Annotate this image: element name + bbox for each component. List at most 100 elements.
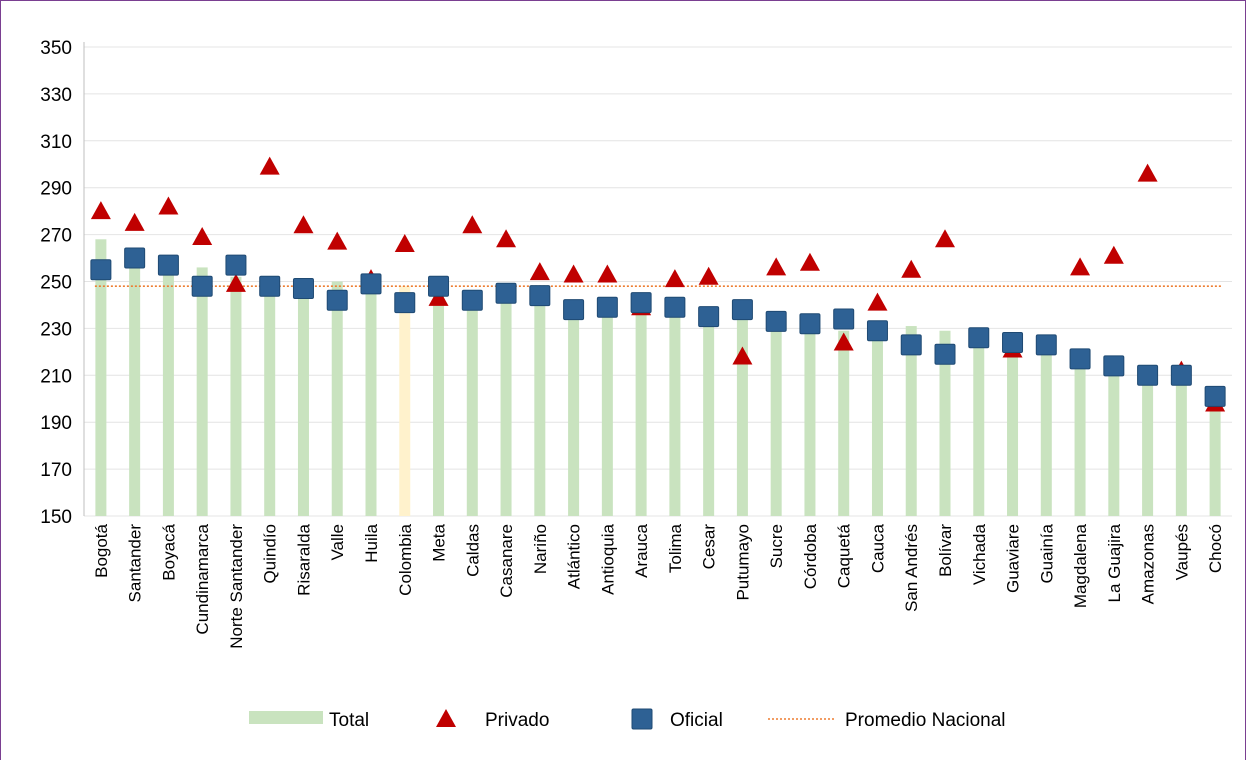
- bar-total: [331, 281, 343, 516]
- oficial-point: [326, 289, 348, 311]
- privado-point: [664, 269, 685, 288]
- oficial-point: [563, 299, 585, 321]
- bar-total: [365, 281, 377, 516]
- oficial-point: [529, 285, 551, 307]
- privado-point: [867, 292, 888, 311]
- privado-point: [597, 264, 618, 283]
- category-label: Córdoba: [801, 523, 820, 589]
- bar-total: [162, 262, 174, 516]
- bar-total: [129, 253, 141, 517]
- category-label: San Andrés: [902, 524, 921, 612]
- bar-total: [196, 267, 208, 516]
- y-tick-label: 230: [40, 319, 72, 340]
- total-bars: [95, 239, 1221, 517]
- oficial-point: [1002, 331, 1024, 353]
- y-tick-label: 270: [40, 226, 72, 247]
- oficial-point: [191, 275, 213, 297]
- category-label: Putumayo: [733, 524, 752, 601]
- oficial-point: [799, 313, 821, 335]
- bar-total: [466, 290, 478, 516]
- privado-point: [1103, 245, 1124, 264]
- oficial-point: [900, 334, 922, 356]
- privado-point: [462, 215, 483, 234]
- oficial-point: [360, 273, 382, 295]
- privado-point: [327, 231, 348, 250]
- category-label: Risaralda: [294, 523, 313, 595]
- privado-point: [293, 215, 314, 234]
- bar-total: [770, 323, 782, 516]
- privado-point: [1070, 257, 1091, 276]
- privado-point: [529, 262, 550, 281]
- privado-point: [563, 264, 584, 283]
- oficial-point: [124, 247, 146, 269]
- bar-total: [973, 337, 985, 516]
- category-label: Cauca: [868, 523, 887, 573]
- y-tick-label: 210: [40, 366, 72, 387]
- bar-total: [534, 297, 546, 516]
- bar-total: [1108, 365, 1120, 516]
- bar-total: [1007, 342, 1019, 516]
- oficial-point: [596, 296, 618, 318]
- bar-total: [905, 326, 917, 516]
- oficial-point: [968, 327, 990, 349]
- bar-total: [500, 293, 512, 516]
- privado-point: [799, 252, 820, 271]
- oficial-point: [1035, 334, 1057, 356]
- category-label: Casanare: [497, 524, 516, 598]
- bar-total: [1142, 377, 1154, 516]
- category-label: Norte Santander: [227, 524, 246, 649]
- bar-total: [230, 276, 242, 516]
- bar-total: [1040, 347, 1052, 516]
- oficial-point: [157, 254, 179, 276]
- oficial-point: [225, 254, 247, 276]
- oficial-point: [90, 259, 112, 281]
- bar-total: [95, 239, 107, 517]
- category-label: Amazonas: [1139, 524, 1158, 604]
- bar-total: [838, 330, 850, 516]
- category-label: Guainía: [1037, 523, 1056, 583]
- privado-point: [124, 212, 145, 231]
- legend-swatch-total: [249, 711, 323, 724]
- y-tick-label: 310: [40, 132, 72, 153]
- bar-total: [669, 311, 681, 516]
- bar-total: [433, 290, 445, 516]
- bar-total: [1175, 372, 1187, 516]
- category-label: Meta: [430, 523, 449, 561]
- y-tick-label: 190: [40, 413, 72, 434]
- category-label: Vichada: [970, 523, 989, 585]
- privado-point: [225, 273, 246, 292]
- y-tick-label: 250: [40, 273, 72, 294]
- bar-total: [297, 286, 309, 516]
- category-label: Caquetá: [835, 523, 854, 588]
- category-label: Valle: [328, 524, 347, 561]
- y-tick-label: 150: [40, 507, 72, 528]
- bar-total: [568, 307, 580, 516]
- category-label: Vaupés: [1172, 524, 1191, 580]
- oficial-point: [461, 289, 483, 311]
- legend-label-promedio: Promedio Nacional: [845, 710, 1006, 731]
- legend-label-oficial: Oficial: [670, 710, 723, 731]
- legend-swatch-oficial: [631, 708, 653, 730]
- privado-point: [698, 266, 719, 285]
- category-label: Cundinamarca: [193, 523, 212, 634]
- y-tick-label: 170: [40, 460, 72, 481]
- oficial-point: [1204, 385, 1226, 407]
- category-label: Magdalena: [1071, 523, 1090, 608]
- bar-total: [635, 309, 647, 516]
- category-label: Antioquia: [598, 523, 617, 594]
- category-label: Santander: [126, 524, 145, 603]
- category-label: Atlántico: [565, 524, 584, 589]
- privado-point: [394, 233, 415, 252]
- category-label: Bolívar: [936, 524, 955, 577]
- oficial-point: [259, 275, 281, 297]
- category-label: Cesar: [700, 524, 719, 570]
- legend: Total Privado Oficial Promedio Nacional: [249, 708, 1006, 731]
- bar-total: [264, 281, 276, 516]
- category-label: Sucre: [767, 524, 786, 568]
- privado-point: [496, 229, 517, 248]
- oficial-point: [934, 343, 956, 365]
- oficial-point: [630, 292, 652, 314]
- bar-total: [601, 307, 613, 516]
- category-label: Tolima: [666, 523, 685, 573]
- legend-swatch-privado: [436, 709, 456, 727]
